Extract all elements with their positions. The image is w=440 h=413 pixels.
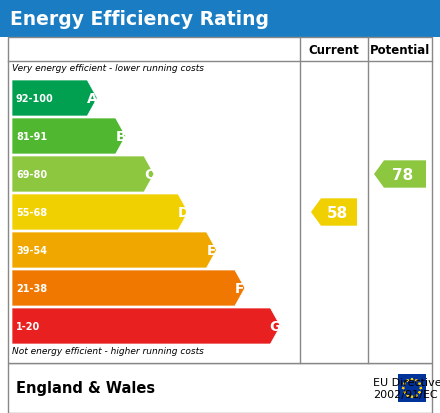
Text: 78: 78	[392, 167, 414, 182]
Text: Very energy efficient - lower running costs: Very energy efficient - lower running co…	[12, 64, 204, 73]
Polygon shape	[403, 391, 407, 394]
Text: Potential: Potential	[370, 43, 430, 56]
Text: 39-54: 39-54	[16, 245, 47, 255]
Text: 69-80: 69-80	[16, 170, 47, 180]
Polygon shape	[406, 379, 410, 382]
Bar	[8, 38, 432, 363]
Text: 2002/91/EC: 2002/91/EC	[373, 389, 438, 399]
Polygon shape	[419, 387, 422, 390]
Text: Not energy efficient - higher running costs: Not energy efficient - higher running co…	[12, 346, 204, 355]
Polygon shape	[414, 394, 418, 398]
Polygon shape	[406, 394, 410, 398]
Bar	[398, 374, 426, 402]
Text: 81-91: 81-91	[16, 132, 47, 142]
Polygon shape	[410, 378, 414, 381]
Text: England & Wales: England & Wales	[16, 380, 155, 396]
Polygon shape	[311, 199, 357, 226]
Bar	[8, 363, 432, 413]
Polygon shape	[374, 161, 426, 188]
Polygon shape	[418, 391, 422, 394]
Text: D: D	[177, 206, 189, 219]
Text: A: A	[87, 92, 98, 106]
Bar	[0, 0, 440, 38]
Text: E: E	[207, 243, 216, 257]
Polygon shape	[410, 395, 414, 399]
Polygon shape	[12, 195, 188, 230]
Text: Energy Efficiency Rating: Energy Efficiency Rating	[10, 9, 269, 28]
Text: C: C	[144, 168, 154, 182]
Text: Current: Current	[308, 43, 359, 56]
Polygon shape	[401, 387, 405, 390]
Polygon shape	[12, 119, 125, 154]
Polygon shape	[12, 157, 154, 192]
Polygon shape	[12, 233, 216, 268]
Text: EU Directive: EU Directive	[373, 377, 440, 387]
Text: 55-68: 55-68	[16, 207, 47, 218]
Text: 21-38: 21-38	[16, 283, 47, 293]
Polygon shape	[12, 271, 245, 306]
Text: 1-20: 1-20	[16, 321, 40, 331]
Text: F: F	[235, 281, 245, 295]
Polygon shape	[12, 308, 280, 344]
Polygon shape	[414, 379, 418, 382]
Text: 58: 58	[326, 205, 348, 220]
Text: B: B	[115, 130, 126, 144]
Polygon shape	[418, 382, 422, 386]
Text: G: G	[270, 319, 281, 333]
Text: 92-100: 92-100	[16, 94, 54, 104]
Polygon shape	[12, 81, 97, 117]
Polygon shape	[403, 382, 407, 386]
